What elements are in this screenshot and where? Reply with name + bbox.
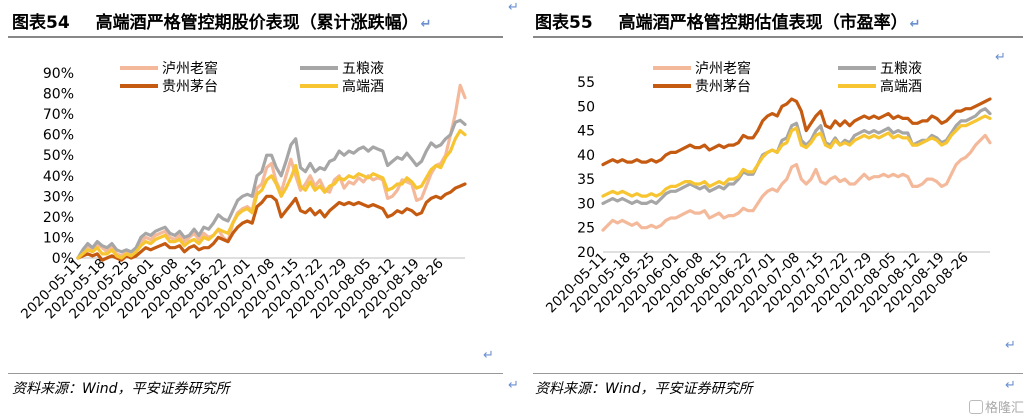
return-mark-icon: ↵ xyxy=(1005,338,1016,353)
return-mark-icon: ↵ xyxy=(508,0,519,15)
right-figure: 图表55 高端酒严格管控期估值表现（市盈率） ↵ ↵ 20 25 30 35 40 45 50 5… xyxy=(525,0,1030,418)
left-title-rule xyxy=(8,36,503,38)
return-mark-icon: ↵ xyxy=(420,17,432,32)
series-line-gaoduan xyxy=(76,128,467,260)
right-source-note: 资料来源：Wind，平安证券研究所 xyxy=(535,381,753,397)
y-tick-label: 70% xyxy=(43,107,74,123)
y-tick-label: 40% xyxy=(43,169,74,185)
series-line-moutai xyxy=(601,97,992,167)
y-tick-label: 0% xyxy=(52,251,74,267)
series-line-luzhou xyxy=(76,83,467,260)
y-tick-label: 35 xyxy=(577,172,595,188)
series-line-gaoduan xyxy=(601,114,992,198)
y-tick-label: 90% xyxy=(43,66,74,82)
series-line-moutai xyxy=(76,182,467,262)
y-tick-label: 25 xyxy=(577,221,595,237)
y-tick-label: 60% xyxy=(43,128,74,144)
legend-label: 贵州茅台 xyxy=(162,79,218,95)
y-tick-label: 80% xyxy=(43,87,74,103)
legend-label: 五粮液 xyxy=(342,61,384,77)
left-figure-number: 图表54 xyxy=(12,13,70,33)
left-source-note: 资料来源：Wind，平安证券研究所 xyxy=(12,381,230,397)
legend-label: 泸州老窖 xyxy=(695,60,751,77)
legend-label: 贵州茅台 xyxy=(695,79,751,95)
series-line-wuliangye xyxy=(601,107,992,205)
watermark-text: 格隆汇 xyxy=(984,401,1024,416)
right-chart: 20253035404550552020-05-112020-05-182020… xyxy=(543,60,992,316)
right-figure-number: 图表55 xyxy=(535,13,593,33)
y-tick-label: 50% xyxy=(43,148,74,164)
y-tick-label: 30 xyxy=(577,196,595,212)
return-mark-icon: ↵ xyxy=(483,348,494,363)
left-figure: 图表54 高端酒严格管控期股价表现（累计涨跌幅） ↵ 0% 10% 20% 30% 40% 5… xyxy=(0,0,505,418)
y-tick-label: 20% xyxy=(43,210,74,226)
return-mark-icon: ↵ xyxy=(508,378,519,393)
right-source-rule xyxy=(533,373,1023,374)
watermark-logo-icon xyxy=(968,399,983,414)
right-figure-title-text: 高端酒严格管控期估值表现（市盈率） xyxy=(618,13,908,33)
y-tick-label: 40 xyxy=(577,148,595,164)
series-line-wuliangye xyxy=(76,118,467,260)
right-figure-title: 图表55 高端酒严格管控期估值表现（市盈率） ↵ xyxy=(535,8,921,33)
y-tick-label: 55 xyxy=(577,75,595,91)
legend-label: 泸州老窖 xyxy=(162,60,218,77)
y-tick-label: 45 xyxy=(577,124,595,140)
y-tick-label: 30% xyxy=(43,189,74,205)
legend-label: 五粮液 xyxy=(880,61,922,77)
return-mark-icon: ↵ xyxy=(1005,378,1016,393)
return-mark-icon: ↵ xyxy=(909,17,921,32)
y-tick-label: 50 xyxy=(577,99,595,115)
legend-label: 高端酒 xyxy=(880,78,922,95)
y-tick-label: 10% xyxy=(43,230,74,246)
left-figure-title-text: 高端酒严格管控期股价表现（累计涨跌幅） xyxy=(95,13,419,33)
watermark: 格隆汇 xyxy=(968,397,1024,416)
y-tick-label: 20 xyxy=(577,245,595,261)
return-mark-icon: ↵ xyxy=(995,50,1006,65)
right-title-rule xyxy=(533,36,1023,38)
left-source-rule xyxy=(8,373,503,374)
series-line-luzhou xyxy=(601,133,992,232)
left-figure-title: 图表54 高端酒严格管控期股价表现（累计涨跌幅） ↵ xyxy=(12,8,432,33)
left-chart: 0%10%20%30%40%50%60%70%80%90%2020-05-112… xyxy=(18,60,467,322)
legend-label: 高端酒 xyxy=(342,78,384,95)
